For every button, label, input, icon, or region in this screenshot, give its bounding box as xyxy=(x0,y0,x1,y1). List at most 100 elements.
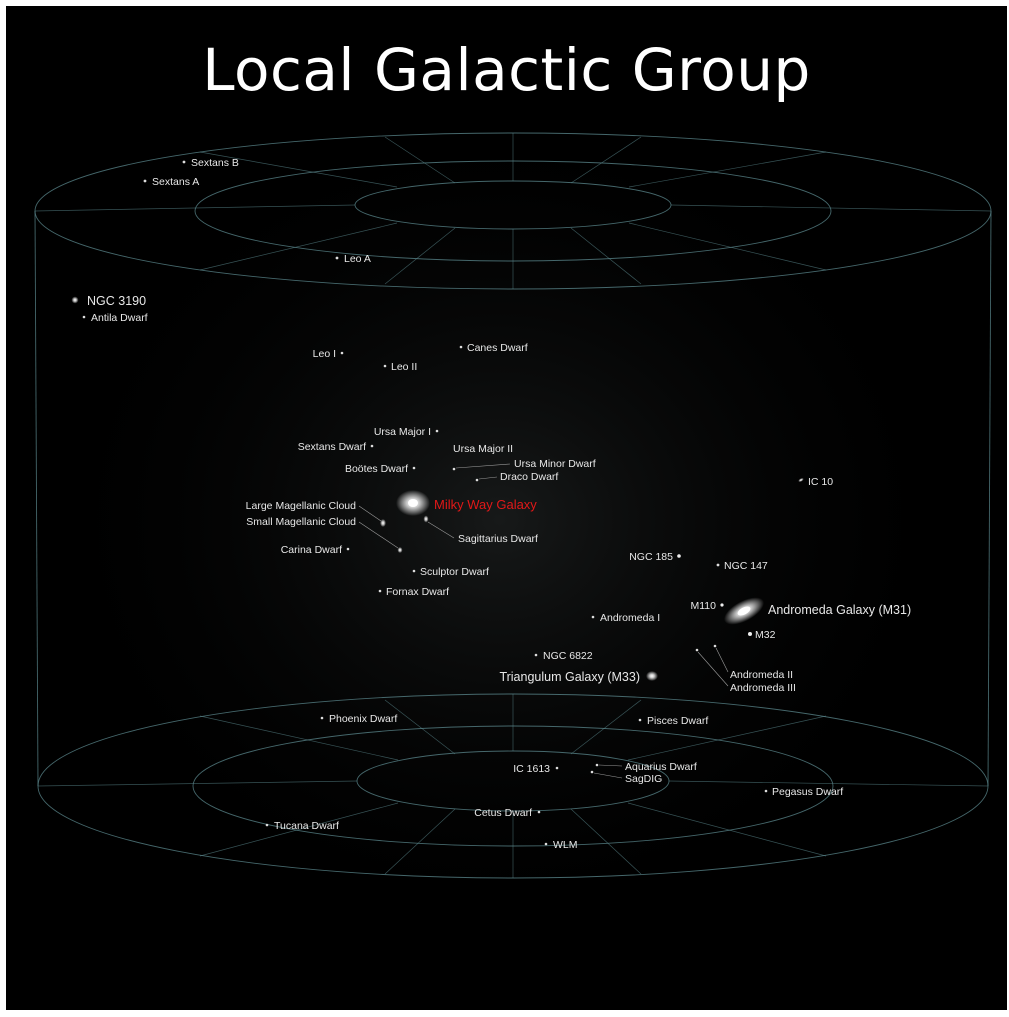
galaxy-canes-dwarf: Canes Dwarf xyxy=(459,342,528,354)
galaxy-marker xyxy=(380,519,386,527)
galaxy-marker xyxy=(537,810,541,814)
galaxy-ic-10: IC 10 xyxy=(798,476,833,488)
galaxy-label: Sculptor Dwarf xyxy=(420,566,489,578)
galaxy-milky-way: Milky Way Galaxy xyxy=(396,490,537,516)
bottom-disk-grid xyxy=(37,693,989,879)
background-haze xyxy=(30,100,970,940)
galaxy-sextans-b: Sextans B xyxy=(182,157,239,169)
galaxy-label: Draco Dwarf xyxy=(500,471,558,483)
galaxy-core xyxy=(737,606,751,616)
galaxy-leo-i: Leo I xyxy=(313,348,344,360)
galaxy-tucana-dwarf: Tucana Dwarf xyxy=(265,820,339,832)
galaxy-m110: M110 xyxy=(691,600,724,612)
galaxy-carina-dwarf: Carina Dwarf xyxy=(281,544,350,556)
galaxy-marker xyxy=(397,547,403,553)
galaxy-ursa-major-i: Ursa Major I xyxy=(374,426,439,438)
galaxy-ngc-185: NGC 185 xyxy=(629,551,681,563)
galaxy-marker xyxy=(370,444,374,448)
galaxy-label: Antila Dwarf xyxy=(91,312,148,324)
galaxy-ic-1613: IC 1613 xyxy=(513,763,559,775)
galaxy-sextans-dwarf: Sextans Dwarf xyxy=(298,441,374,453)
galaxy-marker xyxy=(638,718,642,722)
galaxy-label: Andromeda III xyxy=(730,682,796,694)
galaxy-fornax-dwarf: Fornax Dwarf xyxy=(378,586,449,598)
galaxy-label: IC 10 xyxy=(808,476,833,488)
galaxy-marker xyxy=(335,256,339,260)
galaxy-sculptor-dwarf: Sculptor Dwarf xyxy=(412,566,489,578)
galaxy-label: Andromeda I xyxy=(600,612,660,624)
galaxy-bootes-dwarf: Boötes Dwarf xyxy=(345,463,416,475)
galaxy-marker xyxy=(555,766,559,770)
galaxy-marker xyxy=(595,763,599,767)
galaxy-marker xyxy=(423,515,429,523)
galaxy-sagdig: SagDIG xyxy=(590,770,662,785)
galaxy-wlm: WLM xyxy=(544,839,578,851)
galaxy-label: Triangulum Galaxy (M33) xyxy=(499,670,640,684)
galaxy-label: NGC 3190 xyxy=(87,294,146,308)
galaxy-label: Pisces Dwarf xyxy=(647,715,708,727)
galaxy-sextans-a: Sextans A xyxy=(143,176,199,188)
galaxy-antlia-dwarf: Antila Dwarf xyxy=(82,312,148,324)
galaxy-marker xyxy=(475,478,479,482)
galaxy-marker xyxy=(340,351,344,355)
galaxy-label: Andromeda Galaxy (M31) xyxy=(768,603,911,617)
galaxy-marker xyxy=(378,589,382,593)
galaxy-marker xyxy=(412,466,416,470)
galaxy-large-magellanic-cloud: Large Magellanic Cloud xyxy=(246,500,386,527)
galaxy-marker xyxy=(435,429,439,433)
galaxy-marker xyxy=(71,296,79,304)
galaxy-ngc-147: NGC 147 xyxy=(716,560,768,572)
galaxy-label: Ursa Major I xyxy=(374,426,431,438)
galaxy-label: M110 xyxy=(691,600,717,612)
galaxy-label: Aquarius Dwarf xyxy=(625,761,697,773)
galaxy-marker xyxy=(412,569,416,573)
galaxy-label: Large Magellanic Cloud xyxy=(246,500,356,512)
galaxy-leo-ii: Leo II xyxy=(383,361,417,373)
galaxy-label: Milky Way Galaxy xyxy=(434,497,537,512)
galaxy-label: M32 xyxy=(755,629,776,641)
galaxy-marker xyxy=(798,477,804,483)
galaxy-marker xyxy=(677,554,681,558)
galaxy-marker xyxy=(182,160,186,164)
galaxy-label: Pegasus Dwarf xyxy=(772,786,843,798)
galaxy-marker xyxy=(713,644,717,648)
galaxy-marker xyxy=(82,315,86,319)
galaxy-draco-dwarf: Draco Dwarf xyxy=(475,471,558,483)
galaxy-ursa-major-ii: Ursa Major II xyxy=(453,443,513,455)
galaxy-label: Sagittarius Dwarf xyxy=(458,533,538,545)
galaxy-label: Andromeda II xyxy=(730,669,793,681)
galaxy-label: Sextans A xyxy=(152,176,199,188)
galaxy-label: NGC 185 xyxy=(629,551,673,563)
galaxy-label: Fornax Dwarf xyxy=(386,586,449,598)
galaxy-marker xyxy=(591,615,595,619)
galaxy-cetus-dwarf: Cetus Dwarf xyxy=(474,807,541,819)
galaxy-marker xyxy=(346,547,350,551)
galaxy-label: Ursa Minor Dwarf xyxy=(514,458,596,470)
galaxy-leo-a: Leo A xyxy=(335,253,371,265)
galaxy-label: Carina Dwarf xyxy=(281,544,342,556)
galaxy-andromeda-m31: Andromeda Galaxy (M31) xyxy=(724,597,911,625)
galaxy-ngc-6822: NGC 6822 xyxy=(534,650,593,662)
galaxy-pisces-dwarf: Pisces Dwarf xyxy=(638,715,708,727)
galaxy-marker xyxy=(143,179,147,183)
page-title: Local Galactic Group xyxy=(202,36,811,104)
cylinder-left-wall xyxy=(34,210,39,787)
galaxy-ursa-minor-dwarf: Ursa Minor Dwarf xyxy=(452,458,596,471)
galaxy-label: NGC 147 xyxy=(724,560,768,572)
galaxy-ngc-3190: NGC 3190 xyxy=(71,294,146,308)
galaxy-label: Leo A xyxy=(344,253,371,265)
galaxy-marker xyxy=(748,632,752,636)
galaxy-core xyxy=(408,499,418,507)
galaxy-marker xyxy=(720,603,724,607)
galaxy-label: Leo I xyxy=(313,348,336,360)
galaxy-marker xyxy=(265,823,269,827)
galaxy-marker xyxy=(452,467,456,471)
galaxy-marker xyxy=(590,770,594,774)
galaxy-label: IC 1613 xyxy=(513,763,550,775)
galaxy-label: Ursa Major II xyxy=(453,443,513,455)
galaxy-aquarius-dwarf: Aquarius Dwarf xyxy=(595,761,697,773)
galaxy-label: Sextans Dwarf xyxy=(298,441,366,453)
galaxy-label: SagDIG xyxy=(625,773,662,785)
top-disk-grid xyxy=(34,132,992,290)
